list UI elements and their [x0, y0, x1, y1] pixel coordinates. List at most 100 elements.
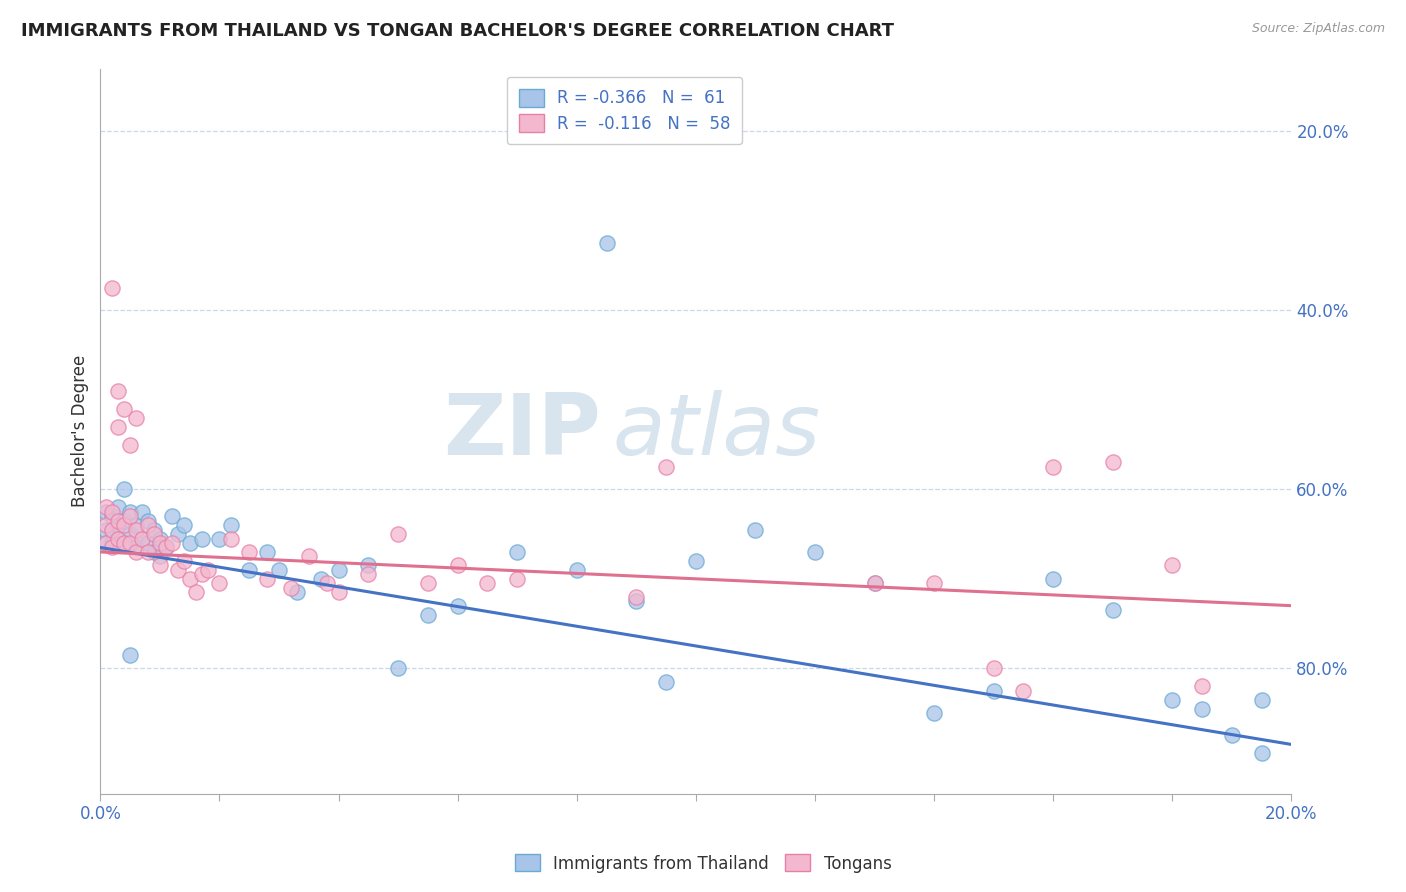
Point [238, 545, 260, 559]
Point [101, 281, 124, 295]
Point [922, 706, 945, 720]
Point [107, 514, 129, 528]
Text: atlas: atlas [613, 390, 821, 473]
Point [179, 572, 201, 586]
Legend: R = -0.366   N =  61, R =  -0.116   N =  58: R = -0.366 N = 61, R = -0.116 N = 58 [506, 77, 742, 145]
Point [328, 563, 350, 577]
Point [160, 536, 183, 550]
Point [149, 549, 172, 564]
Point [125, 541, 148, 555]
Point [179, 536, 201, 550]
Point [101, 509, 124, 524]
Point [112, 514, 135, 528]
Legend: Immigrants from Thailand, Tongans: Immigrants from Thailand, Tongans [508, 847, 898, 880]
Point [238, 563, 260, 577]
Point [155, 541, 177, 555]
Point [96, 518, 118, 533]
Point [416, 607, 439, 622]
Point [506, 572, 529, 586]
Point [1101, 603, 1123, 617]
Point [96, 536, 118, 550]
Point [1191, 679, 1213, 693]
Point [125, 545, 148, 559]
Point [983, 661, 1005, 675]
Point [626, 590, 648, 604]
Point [655, 459, 678, 474]
Point [112, 536, 135, 550]
Point [120, 509, 142, 524]
Point [190, 567, 212, 582]
Point [112, 401, 135, 416]
Point [387, 661, 409, 675]
Point [1101, 455, 1123, 469]
Point [357, 567, 380, 582]
Point [120, 437, 142, 451]
Point [595, 236, 617, 251]
Point [1042, 459, 1064, 474]
Point [136, 518, 159, 533]
Point [160, 509, 183, 524]
Point [1161, 558, 1184, 573]
Point [184, 585, 207, 599]
Point [107, 532, 129, 546]
Point [655, 674, 678, 689]
Point [983, 683, 1005, 698]
Point [107, 419, 129, 434]
Point [107, 500, 129, 515]
Point [131, 505, 153, 519]
Point [96, 536, 118, 550]
Point [280, 581, 302, 595]
Point [120, 527, 142, 541]
Point [506, 545, 529, 559]
Point [142, 523, 165, 537]
Point [685, 554, 707, 568]
Point [1220, 729, 1243, 743]
Point [112, 536, 135, 550]
Point [101, 505, 124, 519]
Point [166, 527, 188, 541]
Point [112, 483, 135, 497]
Point [120, 536, 142, 550]
Point [96, 505, 118, 519]
Point [256, 545, 278, 559]
Point [744, 523, 766, 537]
Point [101, 523, 124, 537]
Point [315, 576, 337, 591]
Point [120, 648, 142, 662]
Point [101, 541, 124, 555]
Point [136, 514, 159, 528]
Point [1250, 747, 1272, 761]
Point [1012, 683, 1035, 698]
Point [328, 585, 350, 599]
Point [1191, 701, 1213, 715]
Point [922, 576, 945, 591]
Point [112, 518, 135, 533]
Point [107, 384, 129, 398]
Point [101, 536, 124, 550]
Point [142, 545, 165, 559]
Point [131, 532, 153, 546]
Point [149, 532, 172, 546]
Point [357, 558, 380, 573]
Point [477, 576, 499, 591]
Point [221, 532, 243, 546]
Point [1042, 572, 1064, 586]
Point [863, 576, 886, 591]
Point [166, 563, 188, 577]
Point [120, 505, 142, 519]
Text: Source: ZipAtlas.com: Source: ZipAtlas.com [1251, 22, 1385, 36]
Point [96, 500, 118, 515]
Point [285, 585, 308, 599]
Point [416, 576, 439, 591]
Point [173, 554, 195, 568]
Point [863, 576, 886, 591]
Point [149, 536, 172, 550]
Point [190, 532, 212, 546]
Point [804, 545, 827, 559]
Y-axis label: Bachelor's Degree: Bachelor's Degree [72, 355, 89, 508]
Point [149, 558, 172, 573]
Point [208, 576, 231, 591]
Text: IMMIGRANTS FROM THAILAND VS TONGAN BACHELOR'S DEGREE CORRELATION CHART: IMMIGRANTS FROM THAILAND VS TONGAN BACHE… [21, 22, 894, 40]
Point [626, 594, 648, 608]
Point [221, 518, 243, 533]
